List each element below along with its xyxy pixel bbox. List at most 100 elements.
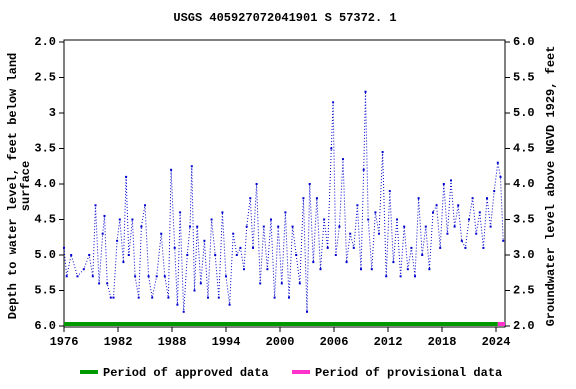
data-point xyxy=(417,197,420,200)
data-point xyxy=(151,296,154,299)
data-point xyxy=(63,246,65,249)
data-point xyxy=(140,225,143,228)
data-point xyxy=(196,225,199,228)
y-tick-label: 4.5 xyxy=(34,213,56,227)
data-point xyxy=(388,190,391,193)
data-point xyxy=(147,275,150,278)
y-tick-label: 3.5 xyxy=(34,142,56,156)
x-tick-label: 2012 xyxy=(374,335,403,349)
data-point xyxy=(193,289,196,292)
data-point xyxy=(428,268,431,271)
data-point xyxy=(364,90,367,93)
x-tick-label: 2018 xyxy=(428,335,457,349)
data-point xyxy=(356,204,359,207)
data-point xyxy=(460,239,463,242)
legend-label: Period of approved data xyxy=(103,366,269,380)
data-point xyxy=(496,161,499,164)
data-point xyxy=(349,232,352,235)
y2-tick-label: 3.5 xyxy=(513,213,535,227)
data-point xyxy=(118,218,121,221)
y2-tick-label: 4.5 xyxy=(513,142,535,156)
data-point xyxy=(137,296,140,299)
data-point xyxy=(446,232,449,235)
data-point xyxy=(243,268,245,271)
data-point xyxy=(424,225,427,228)
data-point xyxy=(179,211,182,214)
data-point xyxy=(235,254,238,256)
data-point xyxy=(315,197,318,200)
data-point xyxy=(432,211,434,214)
data-point xyxy=(176,303,179,306)
period-bar xyxy=(497,322,505,326)
y2-tick-label: 2.0 xyxy=(513,319,535,333)
data-point xyxy=(378,232,380,235)
data-point xyxy=(228,303,231,306)
data-point xyxy=(284,211,287,214)
x-tick-label: 1988 xyxy=(158,335,187,349)
data-point xyxy=(277,225,280,228)
data-point xyxy=(334,254,337,256)
data-point xyxy=(255,183,258,185)
data-point xyxy=(326,246,329,249)
data-point xyxy=(134,275,137,278)
legend-label: Period of provisional data xyxy=(315,366,502,380)
data-point xyxy=(406,268,409,271)
data-point xyxy=(392,261,395,264)
data-point xyxy=(252,246,254,249)
data-point xyxy=(262,225,265,228)
data-point xyxy=(173,246,176,249)
data-point xyxy=(342,158,344,161)
x-tick-label: 1976 xyxy=(50,335,79,349)
y-tick-label: 3 xyxy=(49,106,56,120)
data-point xyxy=(399,275,402,278)
data-point xyxy=(502,239,505,242)
data-point xyxy=(122,261,125,264)
data-point xyxy=(207,296,209,299)
data-point xyxy=(486,197,488,200)
y-tick-label: 6.0 xyxy=(34,319,56,333)
data-point xyxy=(319,268,322,271)
data-point xyxy=(232,232,235,235)
data-point xyxy=(381,151,384,154)
data-point xyxy=(103,214,106,217)
data-point xyxy=(499,175,502,178)
x-tick-label: 2000 xyxy=(266,335,295,349)
data-point xyxy=(471,197,474,200)
y-tick-label: 5.5 xyxy=(34,284,56,298)
data-point xyxy=(270,218,272,221)
data-point xyxy=(332,101,335,104)
data-point xyxy=(360,268,362,271)
data-point xyxy=(249,197,252,200)
data-point xyxy=(225,275,227,278)
y2-tick-label: 2.5 xyxy=(513,284,535,298)
data-point xyxy=(82,268,85,271)
data-point xyxy=(414,275,416,278)
data-point xyxy=(442,183,445,185)
y-tick-label: 4.0 xyxy=(34,177,56,191)
data-point xyxy=(266,268,269,271)
y-axis-label: surface xyxy=(19,161,33,211)
data-point xyxy=(345,261,348,264)
data-point xyxy=(464,246,467,249)
data-point xyxy=(70,254,73,256)
data-point xyxy=(439,246,442,249)
data-point xyxy=(295,254,298,256)
data-point xyxy=(385,275,388,278)
data-point xyxy=(453,225,456,228)
data-point xyxy=(352,246,355,249)
data-point xyxy=(374,211,377,214)
data-point xyxy=(489,225,492,228)
data-point xyxy=(367,218,370,221)
data-point xyxy=(221,211,224,214)
data-point xyxy=(170,168,173,171)
series-line xyxy=(63,91,504,312)
data-point xyxy=(88,254,91,256)
data-point xyxy=(182,310,185,313)
x-tick-label: 2006 xyxy=(320,335,349,349)
y2-tick-label: 6.0 xyxy=(513,35,535,49)
data-point xyxy=(435,204,438,207)
data-point xyxy=(210,218,213,221)
data-point xyxy=(125,175,128,178)
